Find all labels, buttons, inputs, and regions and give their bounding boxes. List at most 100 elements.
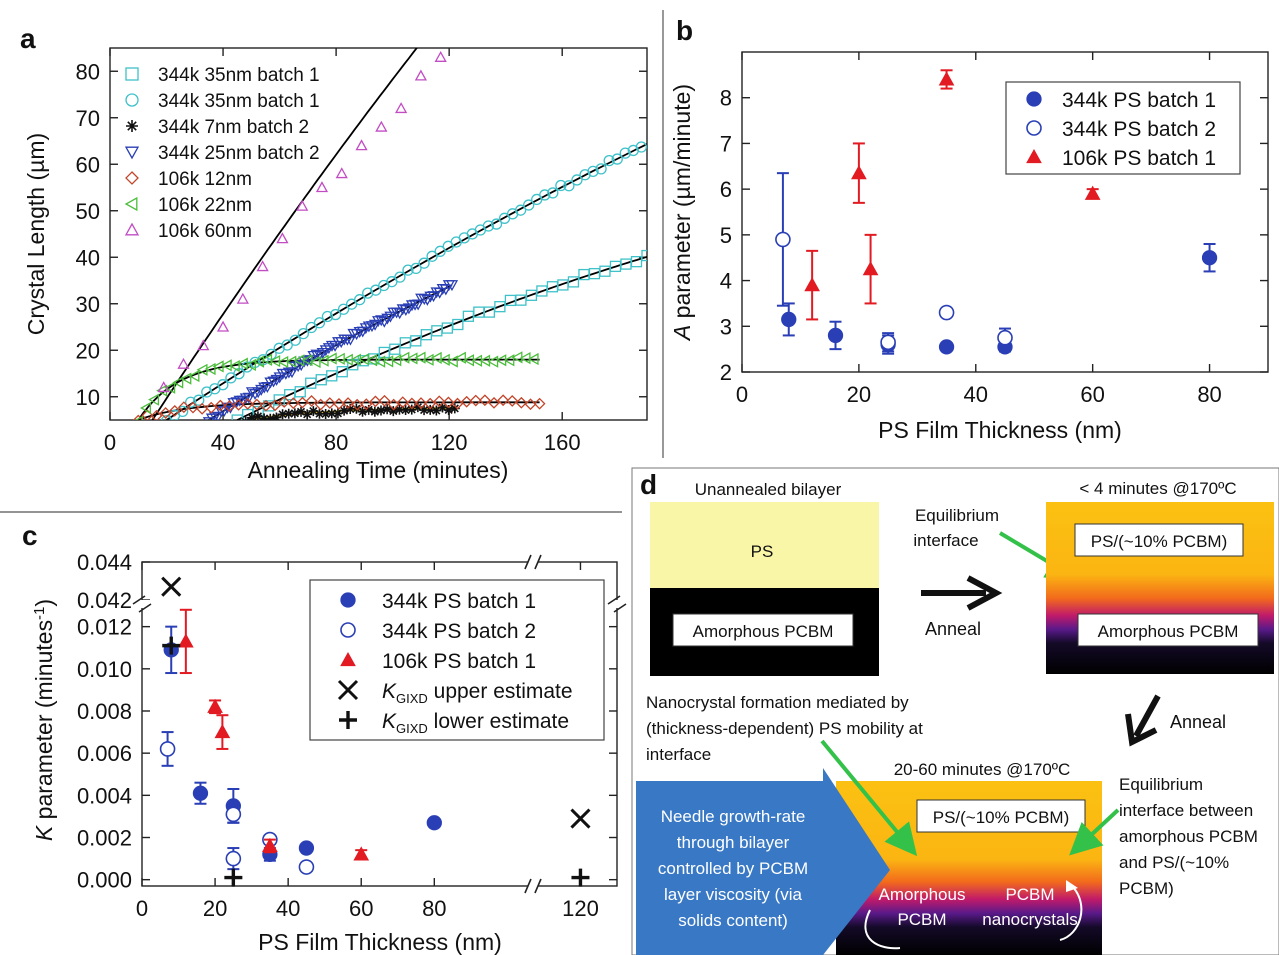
data-point-a [223, 400, 236, 412]
data-point-a [571, 174, 583, 186]
equilibrium-between-line1: Equilibrium [1119, 775, 1203, 794]
amorphous-pcbm-label-2: Amorphous PCBM [1098, 622, 1239, 641]
x-axis-label-b: PS Film Thickness (nm) [878, 417, 1122, 443]
data-point-b [938, 304, 955, 321]
legend-marker-c [340, 651, 356, 667]
legend-marker-a [125, 171, 139, 185]
data-point-a [395, 102, 408, 114]
data-point-a [350, 329, 363, 341]
data-point-a [245, 387, 259, 399]
needle-growth-arrow [636, 768, 890, 955]
data-point-a [619, 147, 631, 159]
needle-text-line1: Needle growth-rate [661, 807, 806, 826]
y-tick-label-a: 10 [76, 385, 100, 410]
y-tick-label-a: 20 [76, 338, 100, 363]
data-point-a [523, 199, 535, 211]
legend-marker-c [339, 711, 357, 729]
data-point-a [139, 401, 151, 415]
data-point-a [433, 395, 446, 408]
pcbm-nanocrystals-line1: PCBM [1005, 885, 1054, 904]
data-point-a [402, 264, 414, 276]
legend-label-b: 344k PS batch 1 [1062, 89, 1216, 112]
data-point-c [426, 815, 442, 831]
amorphous-pcbm-box-1 [672, 613, 854, 647]
y-tick-label-a: 60 [76, 152, 100, 177]
data-point-a [134, 415, 143, 420]
pcbm-nanocrystals-line2: nanocrystals [982, 910, 1077, 929]
data-point-a [308, 406, 319, 417]
x-tick-label-a: 40 [211, 430, 235, 455]
four-min-title: < 4 minutes @170ºC [1079, 479, 1236, 498]
data-point-a [265, 413, 276, 420]
data-point-a [217, 379, 229, 391]
data-point-a [533, 397, 546, 410]
data-point-a [539, 189, 551, 201]
data-point-a [563, 180, 575, 192]
data-point-a [360, 398, 373, 411]
data-point-a [369, 395, 382, 408]
data-point-a [259, 413, 270, 420]
data-point-a [177, 401, 190, 414]
axis-break-mark-x-c [524, 878, 532, 894]
x-tick-label-a: 160 [544, 430, 581, 455]
x-tick-label-a: 0 [104, 430, 116, 455]
data-point-a [132, 414, 144, 420]
data-point-a [271, 412, 282, 420]
data-point-a [488, 396, 500, 409]
x-tick-label-c: 80 [422, 896, 446, 921]
data-point-a [336, 366, 348, 378]
unannealed-title: Unannealed bilayer [695, 480, 842, 499]
data-point-a [603, 154, 615, 167]
data-point-a [205, 413, 219, 420]
y-tick-label-a: 40 [76, 245, 100, 270]
y-tick-label-b: 2 [720, 360, 732, 385]
x-tick-label-b: 40 [964, 382, 988, 407]
x-tick-label-c: 0 [136, 896, 148, 921]
data-point-a [159, 407, 172, 419]
axis-break-gap-c [609, 600, 625, 608]
data-point-a [176, 405, 189, 418]
data-point-a [267, 376, 280, 388]
data-point-a [294, 386, 306, 398]
data-point-a [452, 318, 464, 331]
data-point-a [230, 397, 243, 409]
legend-label-a: 106k 60nm [158, 221, 252, 242]
data-point-a [277, 409, 288, 420]
legend-marker-a [125, 67, 139, 81]
data-point-a [244, 358, 256, 372]
data-point-a [451, 397, 464, 410]
data-point-a [469, 394, 482, 407]
data-point-a [555, 179, 567, 192]
data-point-c [298, 859, 315, 875]
y-tick-label-c: 0.002 [77, 826, 132, 851]
axes-b: 0 20 40 60 80 2 3 4 5 6 7 8 [720, 52, 1268, 407]
fit-curve-a [151, 48, 418, 420]
y-tick-label-c: 0.006 [77, 741, 132, 766]
data-point-a [287, 397, 300, 410]
data-point-a [326, 408, 337, 419]
data-point-a [256, 260, 269, 272]
data-point-a [232, 398, 245, 411]
y-tick-label-upper-c: 0.044 [77, 550, 132, 575]
data-point-c [225, 850, 242, 867]
data-point-c [225, 806, 242, 823]
legend-marker-a [124, 146, 140, 160]
legend-label-a: 106k 12nm [158, 169, 252, 190]
data-point-a [305, 394, 318, 407]
data-point-a [344, 334, 357, 346]
y-tick-label-c: 0.010 [77, 657, 132, 682]
y-tick-label-b: 7 [720, 131, 732, 156]
data-point-a [242, 392, 256, 404]
data-point-a [285, 355, 297, 368]
legend-label-a: 344k 25nm batch 2 [158, 143, 320, 164]
data-point-a [164, 381, 176, 394]
data-point-a [264, 377, 277, 389]
legend-label-a: 344k 7nm batch 2 [158, 117, 309, 138]
x-tick-label-c: 20 [203, 896, 227, 921]
data-point-a [388, 406, 399, 417]
data-point-a [400, 405, 411, 416]
data-point-a [157, 381, 170, 393]
data-point-a [527, 352, 539, 366]
x-axis-label-c: PS Film Thickness (nm) [258, 929, 502, 955]
legend-marker-a [125, 93, 139, 107]
